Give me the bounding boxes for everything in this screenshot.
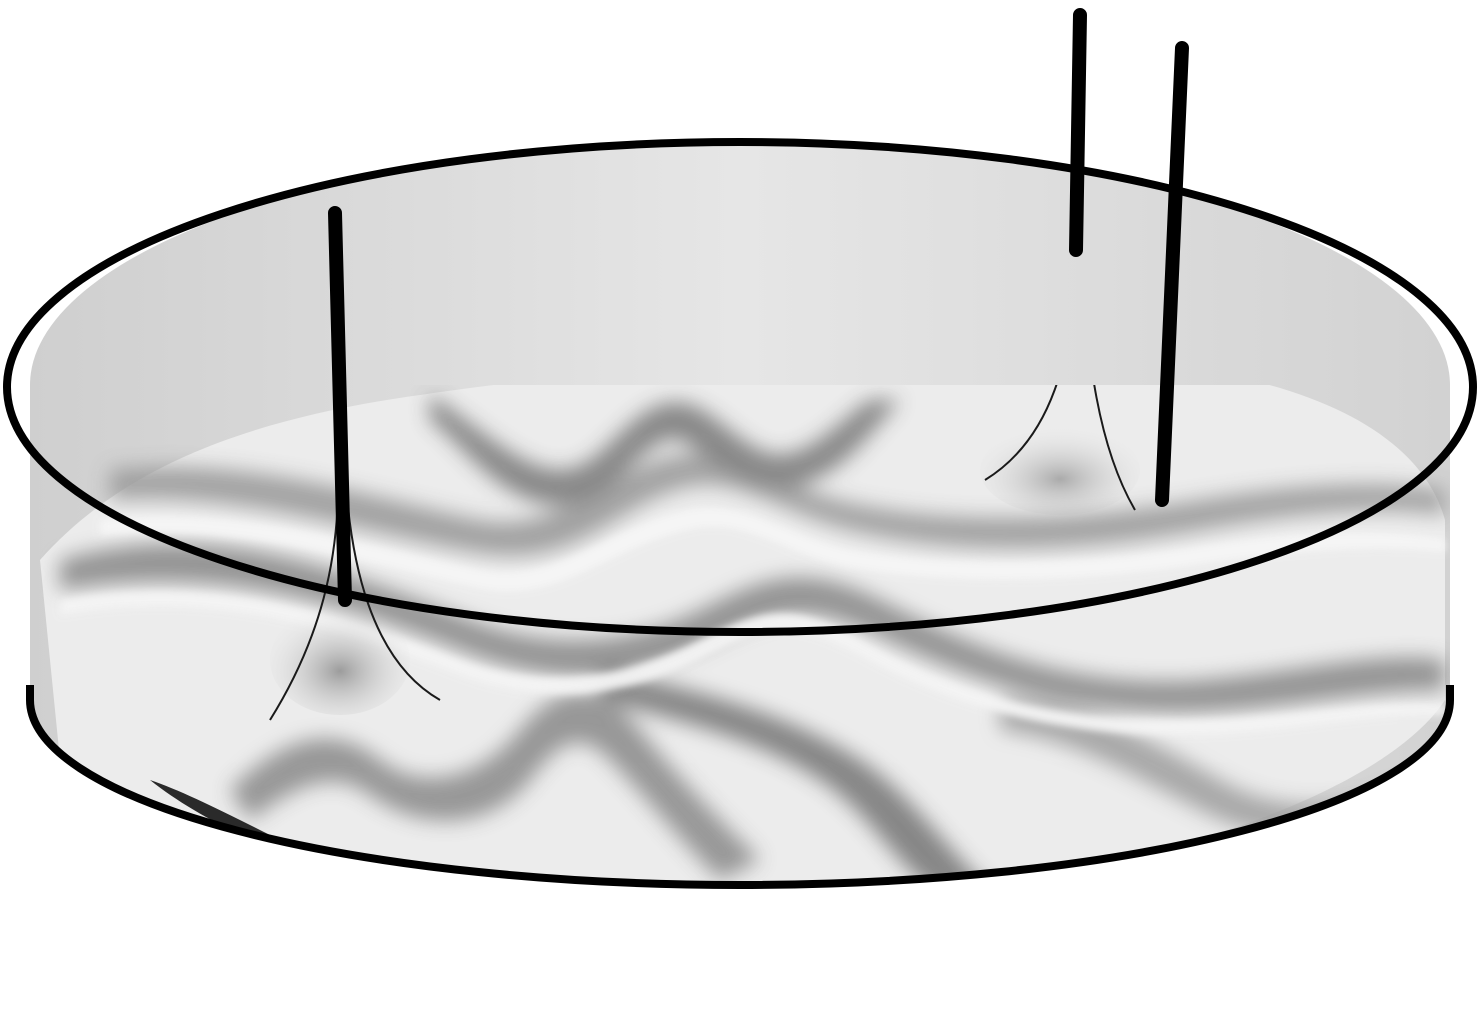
meniscus-left <box>270 605 410 715</box>
surface-shadow <box>150 780 395 877</box>
meniscus-right-line <box>1081 385 1136 511</box>
meniscus-right-line <box>984 385 1078 481</box>
wave-crest <box>100 508 1445 592</box>
bottom-rim <box>26 699 1454 889</box>
wave-trough <box>1000 700 1430 839</box>
wave-trough <box>230 692 760 880</box>
meniscus-right <box>980 425 1140 515</box>
wave-trough <box>60 543 1445 713</box>
rod-left <box>328 206 352 607</box>
rod-right-back <box>1155 41 1189 507</box>
rods <box>328 8 1189 607</box>
wave-trough <box>600 670 1010 885</box>
wave-crest <box>60 591 1445 735</box>
rod-right-front <box>1069 8 1087 257</box>
wave-trough <box>110 453 1445 556</box>
wave-trough <box>430 395 900 505</box>
top-rim <box>3 138 1477 636</box>
